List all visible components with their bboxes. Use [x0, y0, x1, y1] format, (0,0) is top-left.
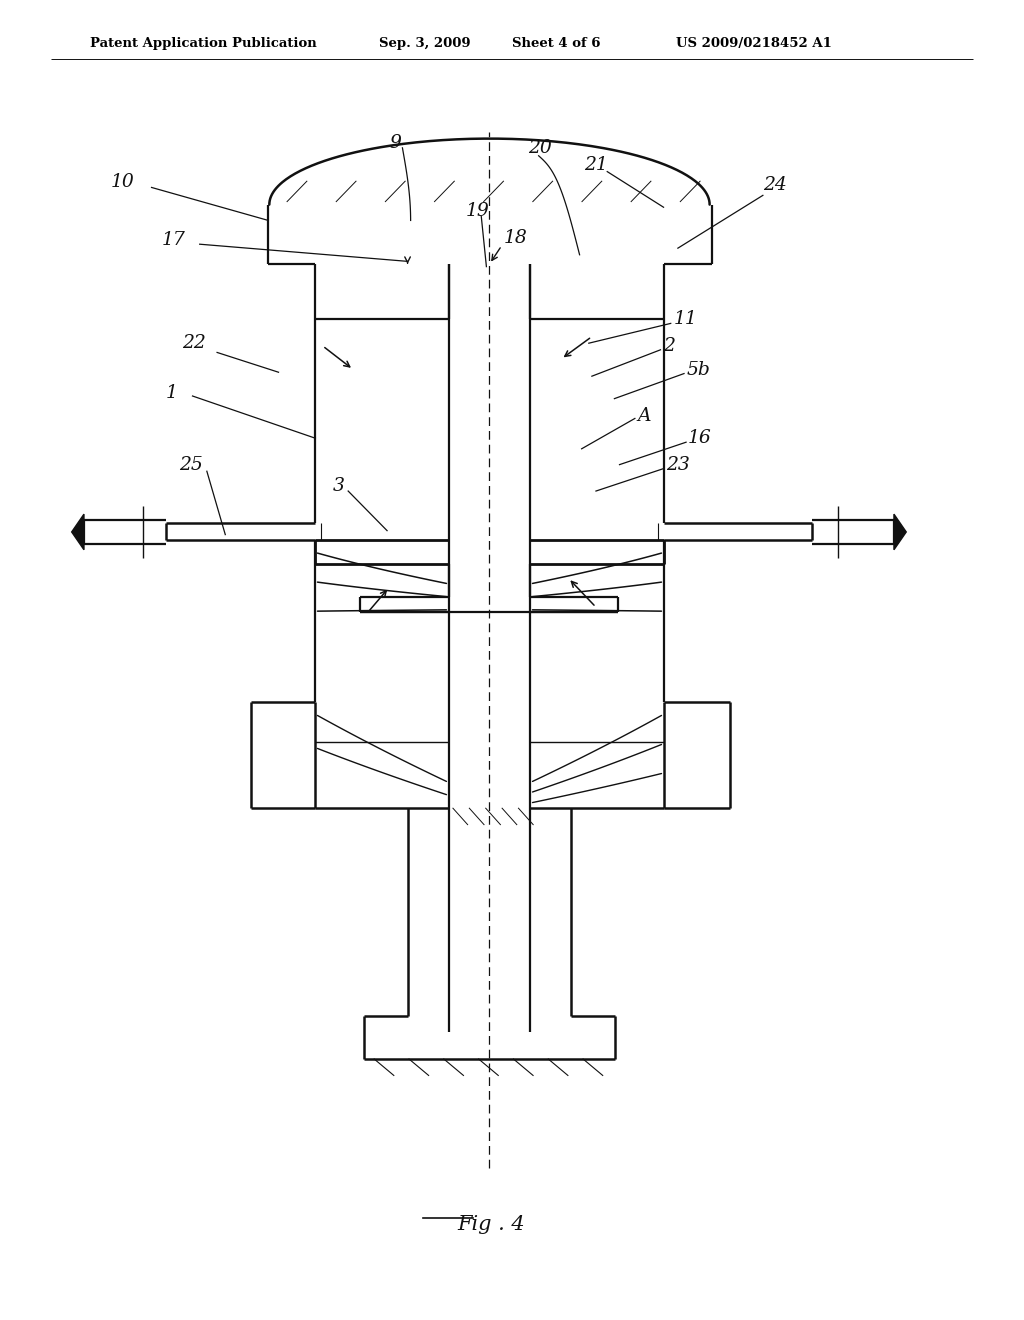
- Text: 18: 18: [504, 228, 527, 247]
- Text: 24: 24: [763, 176, 786, 194]
- Text: Patent Application Publication: Patent Application Publication: [90, 37, 316, 50]
- Text: 19: 19: [466, 202, 489, 220]
- Text: 11: 11: [674, 310, 697, 329]
- Polygon shape: [72, 515, 84, 549]
- Text: 5b: 5b: [686, 360, 710, 379]
- Text: 2: 2: [664, 337, 676, 355]
- Text: 17: 17: [162, 231, 185, 249]
- Text: Fig . 4: Fig . 4: [458, 1216, 525, 1234]
- Text: 21: 21: [584, 156, 607, 174]
- Text: Sheet 4 of 6: Sheet 4 of 6: [512, 37, 600, 50]
- Polygon shape: [894, 515, 906, 549]
- Text: 3: 3: [333, 477, 345, 495]
- Text: 23: 23: [666, 455, 689, 474]
- Text: 20: 20: [528, 139, 552, 157]
- Text: 22: 22: [182, 334, 206, 352]
- Text: 1: 1: [166, 384, 178, 403]
- Text: 25: 25: [179, 455, 203, 474]
- Text: 9: 9: [389, 133, 401, 152]
- Text: 10: 10: [111, 173, 134, 191]
- Text: A: A: [637, 407, 650, 425]
- Text: US 2009/0218452 A1: US 2009/0218452 A1: [676, 37, 831, 50]
- Text: Sep. 3, 2009: Sep. 3, 2009: [379, 37, 470, 50]
- Text: 16: 16: [688, 429, 712, 447]
